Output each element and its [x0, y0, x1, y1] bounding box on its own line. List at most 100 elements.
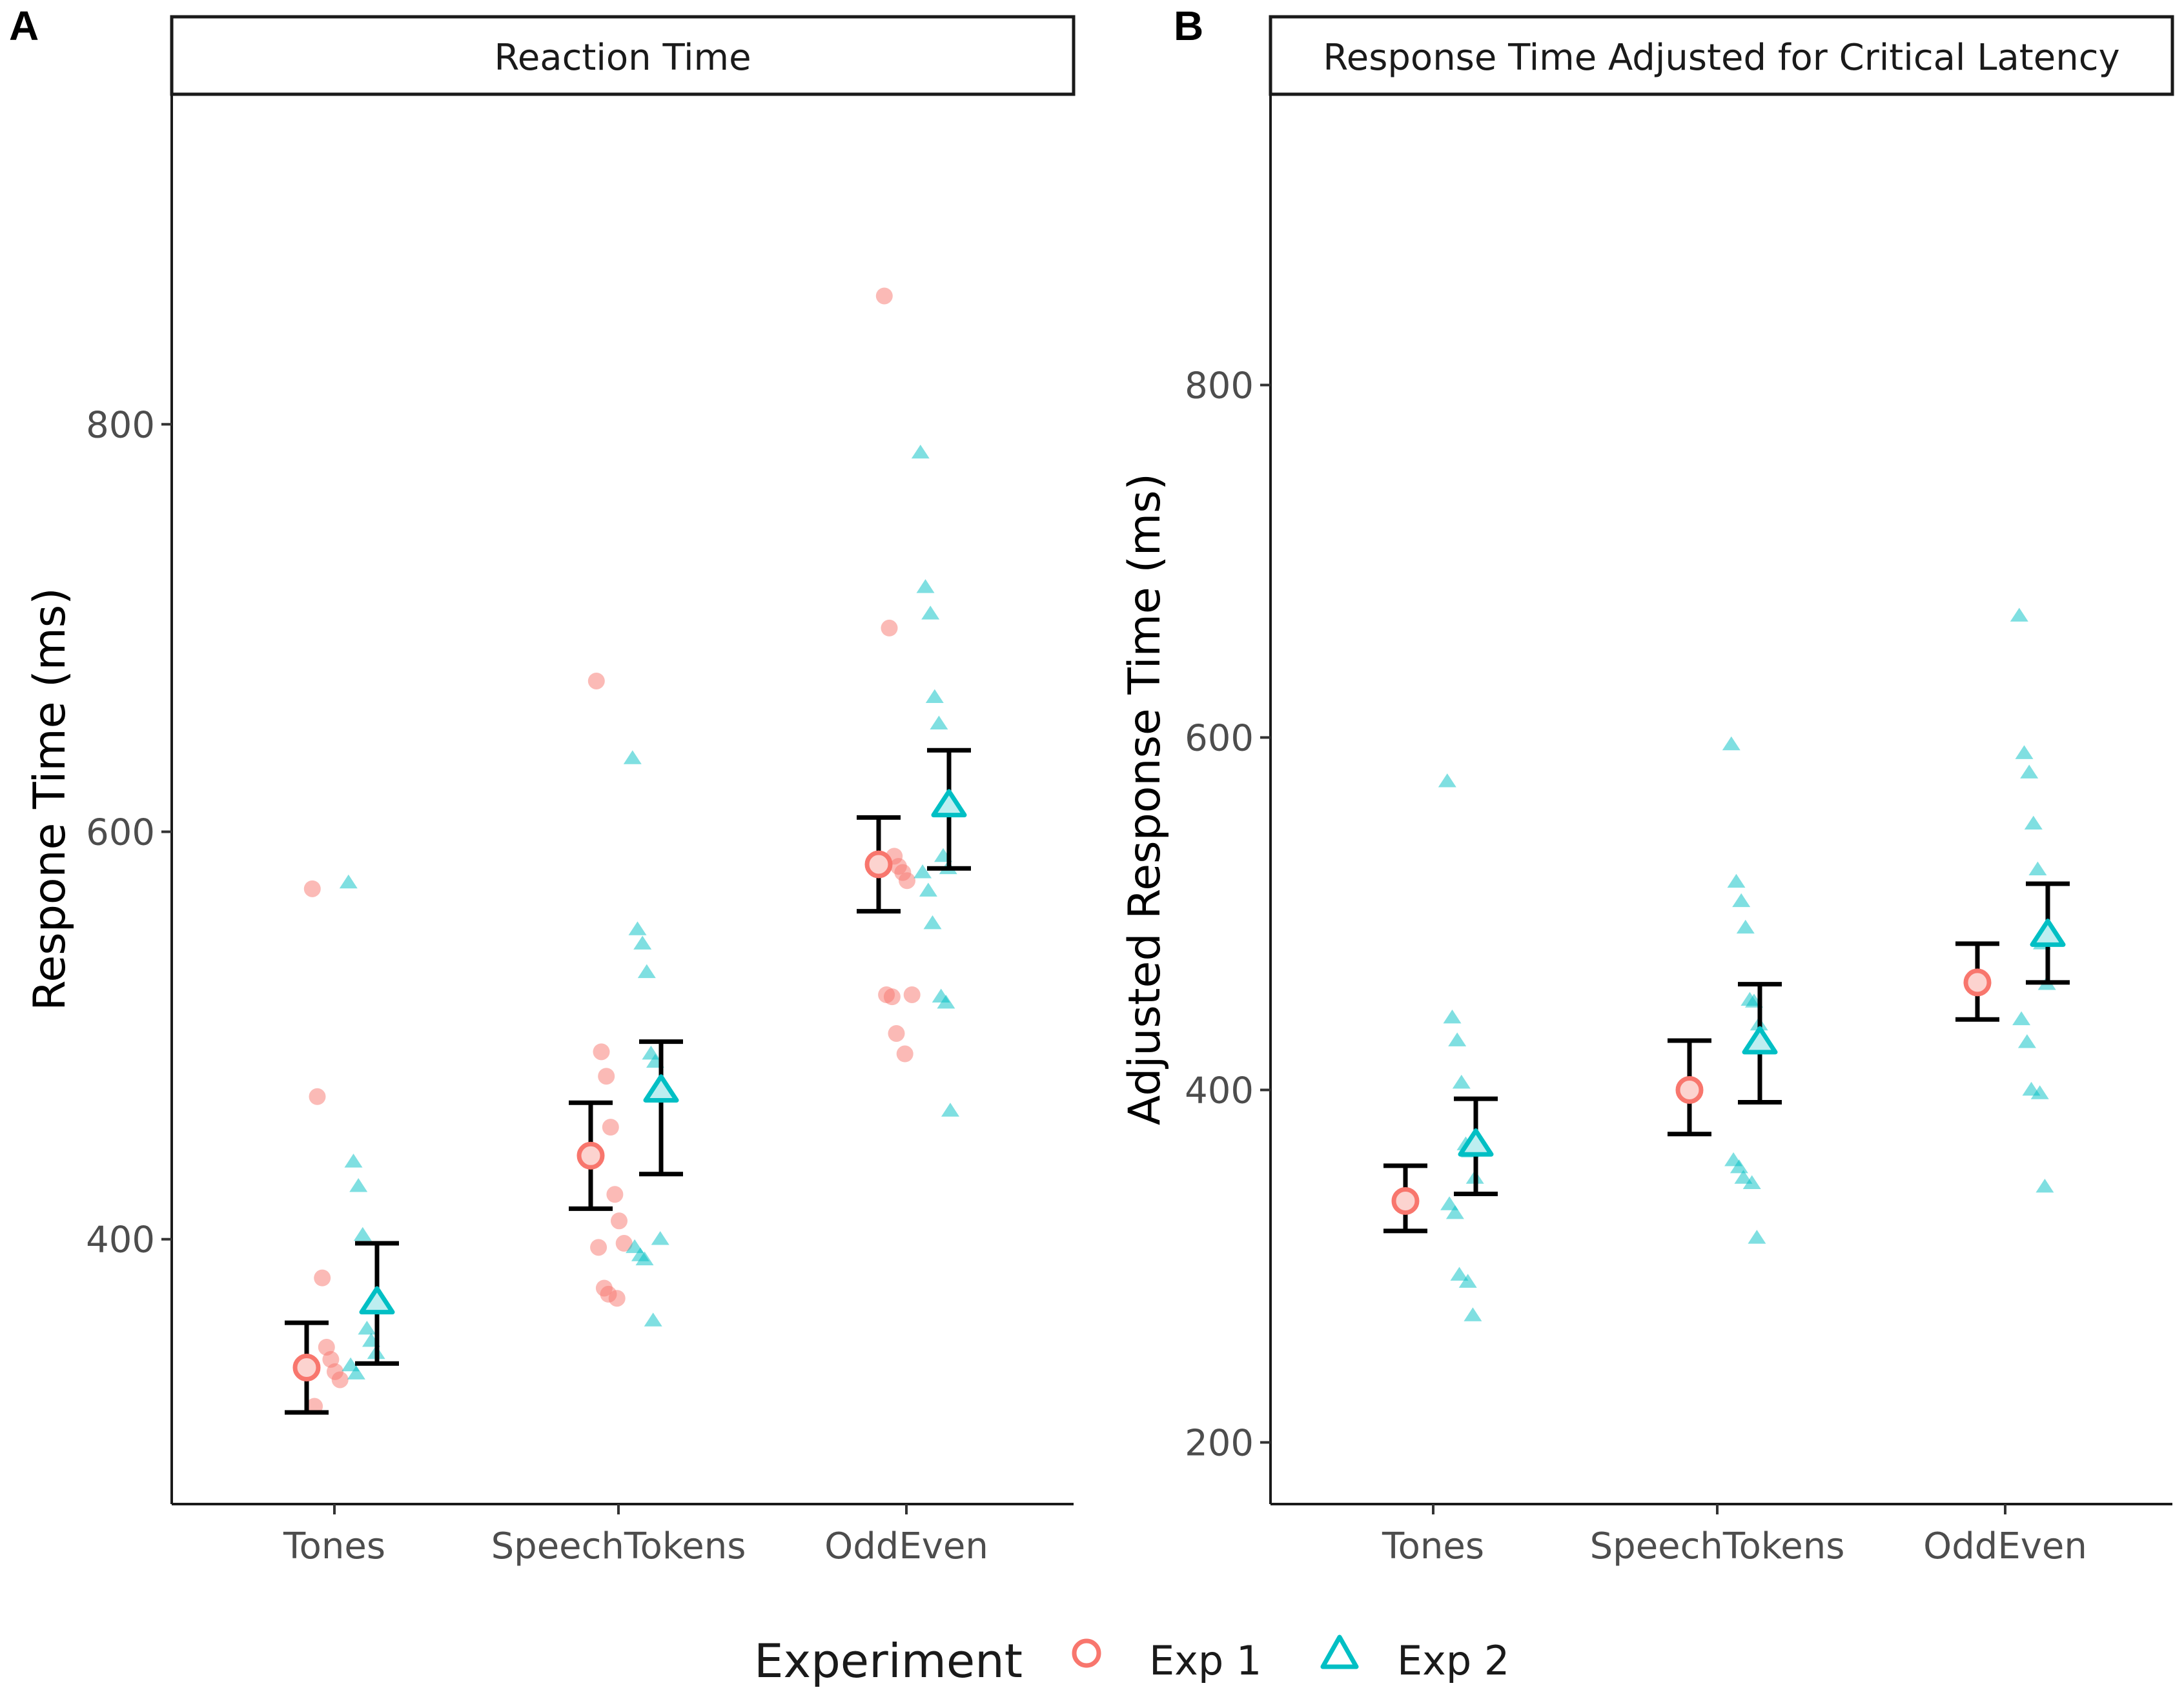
data-point-exp1: [590, 1239, 607, 1256]
data-point-exp2: [1448, 1032, 1467, 1046]
data-point-exp2: [2017, 1034, 2036, 1048]
data-point-exp1: [903, 986, 921, 1003]
data-point-exp2: [1742, 1175, 1761, 1189]
data-point-exp2: [1732, 893, 1751, 908]
data-point-exp2: [937, 995, 955, 1009]
legend-exp2-triangle-icon: [1320, 1634, 1359, 1669]
data-point-exp2: [1440, 1196, 1459, 1210]
data-point-exp2: [1734, 1170, 1753, 1184]
data-point-exp2: [911, 444, 930, 459]
data-point-exp1: [608, 1290, 626, 1307]
data-point-exp2: [353, 1227, 372, 1241]
data-point-exp1: [888, 1024, 905, 1042]
panel-b-means: [1391, 919, 2066, 1215]
data-point-exp2: [1438, 773, 1456, 788]
data-point-exp1: [602, 1119, 619, 1136]
data-point-exp2: [1450, 1267, 1469, 1281]
panel-a-label: A: [9, 3, 39, 49]
data-point-exp2: [1452, 1074, 1471, 1089]
data-point-exp2: [1458, 1274, 1477, 1288]
legend-title: Experiment: [754, 1634, 1023, 1688]
legend-exp1-label: Exp 1: [1149, 1637, 1261, 1684]
data-point-exp2: [2036, 1179, 2054, 1193]
data-point-exp2: [358, 1320, 376, 1335]
data-point-exp1: [314, 1269, 331, 1287]
panel-a-strip-title: Reaction Time: [494, 37, 751, 79]
x-tick-label-speechtokens: SpeechTokens: [491, 1525, 746, 1567]
data-point-exp2: [1748, 1230, 1766, 1244]
data-point-exp2: [651, 1231, 669, 1245]
data-point-exp1: [881, 619, 898, 636]
y-tick-label: 400: [86, 1219, 155, 1261]
panel-a-y-axis-title: Respone Time (ms): [25, 587, 76, 1011]
y-tick-label: 800: [86, 404, 155, 446]
y-tick-label: 600: [1185, 717, 1254, 759]
data-point-exp2: [339, 874, 358, 889]
panel-b-y-ticks: 200 400 600 800: [1185, 365, 1271, 1464]
panel-a-y-ticks: 400 600 800: [86, 404, 172, 1261]
mean-marker-exp1: [292, 1354, 321, 1382]
x-tick-label-oddeven: OddEven: [824, 1525, 988, 1567]
data-point-exp2: [635, 1251, 654, 1266]
x-tick-label-oddeven: OddEven: [1923, 1525, 2087, 1567]
y-tick-label: 400: [1185, 1070, 1254, 1112]
data-point-exp1: [899, 872, 915, 890]
data-point-exp2: [1727, 873, 1746, 888]
data-point-exp2: [2028, 861, 2047, 876]
x-tick-label-tones: Tones: [283, 1525, 385, 1567]
data-point-exp2: [1736, 919, 1755, 934]
data-point-exp2: [916, 579, 935, 593]
panel-b-strip-title: Response Time Adjusted for Critical Late…: [1323, 37, 2119, 79]
panel-b-x-ticks: Tones SpeechTokens OddEven: [1382, 1504, 2087, 1567]
data-point-exp2: [2012, 1011, 2031, 1026]
panel-b-label: B: [1174, 3, 1203, 49]
panel-b: B Response Time Adjusted for Critical La…: [1119, 3, 2174, 1567]
data-point-exp1: [615, 1235, 633, 1252]
mean-marker-exp2: [2030, 919, 2066, 947]
data-point-exp1: [606, 1186, 624, 1203]
panel-a-points: [303, 287, 959, 1415]
mean-marker-exp2: [643, 1074, 679, 1103]
data-point-exp1: [875, 287, 893, 305]
data-point-exp2: [1730, 1159, 1748, 1174]
data-point-exp1: [331, 1371, 349, 1389]
data-point-exp1: [303, 880, 321, 897]
y-tick-label: 800: [1185, 365, 1254, 407]
data-point-exp1: [309, 1088, 326, 1105]
data-point-exp2: [2024, 815, 2043, 830]
data-point-exp2: [925, 689, 944, 704]
mean-marker-exp1: [577, 1141, 605, 1170]
data-point-exp1: [598, 1068, 615, 1085]
panel-a-strip: [170, 15, 1076, 96]
data-point-exp1: [587, 672, 605, 689]
data-point-exp2: [628, 921, 647, 935]
mean-marker-exp1: [1675, 1075, 1704, 1104]
panel-b-y-axis-title: Adjusted Response Time (ms): [1119, 473, 1170, 1125]
data-point-exp2: [1445, 1205, 1464, 1219]
mean-marker-exp1: [1391, 1186, 1420, 1215]
legend-exp2-label: Exp 2: [1397, 1637, 1509, 1684]
panel-b-points: [1438, 607, 2056, 1321]
y-tick-label: 600: [86, 811, 155, 853]
panel-b-strip: [1269, 15, 2174, 96]
data-point-exp1: [883, 988, 901, 1006]
mean-marker-exp1: [864, 850, 893, 879]
y-tick-label: 200: [1185, 1422, 1254, 1464]
data-point-exp1: [593, 1043, 610, 1061]
mean-marker-exp2: [931, 789, 967, 818]
legend: Experiment Exp 1 Exp 2: [754, 1634, 1509, 1688]
data-point-exp2: [2030, 1085, 2049, 1099]
panel-a: A Reaction Time Respone Time (ms) 400 600…: [9, 3, 1076, 1567]
x-tick-label-speechtokens: SpeechTokens: [1590, 1525, 1845, 1567]
data-point-exp2: [347, 1365, 365, 1379]
data-point-exp2: [633, 935, 652, 950]
data-point-exp2: [930, 715, 948, 730]
data-point-exp1: [611, 1212, 628, 1230]
data-point-exp2: [1722, 736, 1740, 751]
data-point-exp2: [1464, 1307, 1482, 1321]
data-point-exp1: [896, 1045, 913, 1063]
data-point-exp2: [2010, 607, 2028, 622]
mean-marker-exp2: [1458, 1128, 1494, 1157]
data-point-exp2: [919, 882, 937, 897]
